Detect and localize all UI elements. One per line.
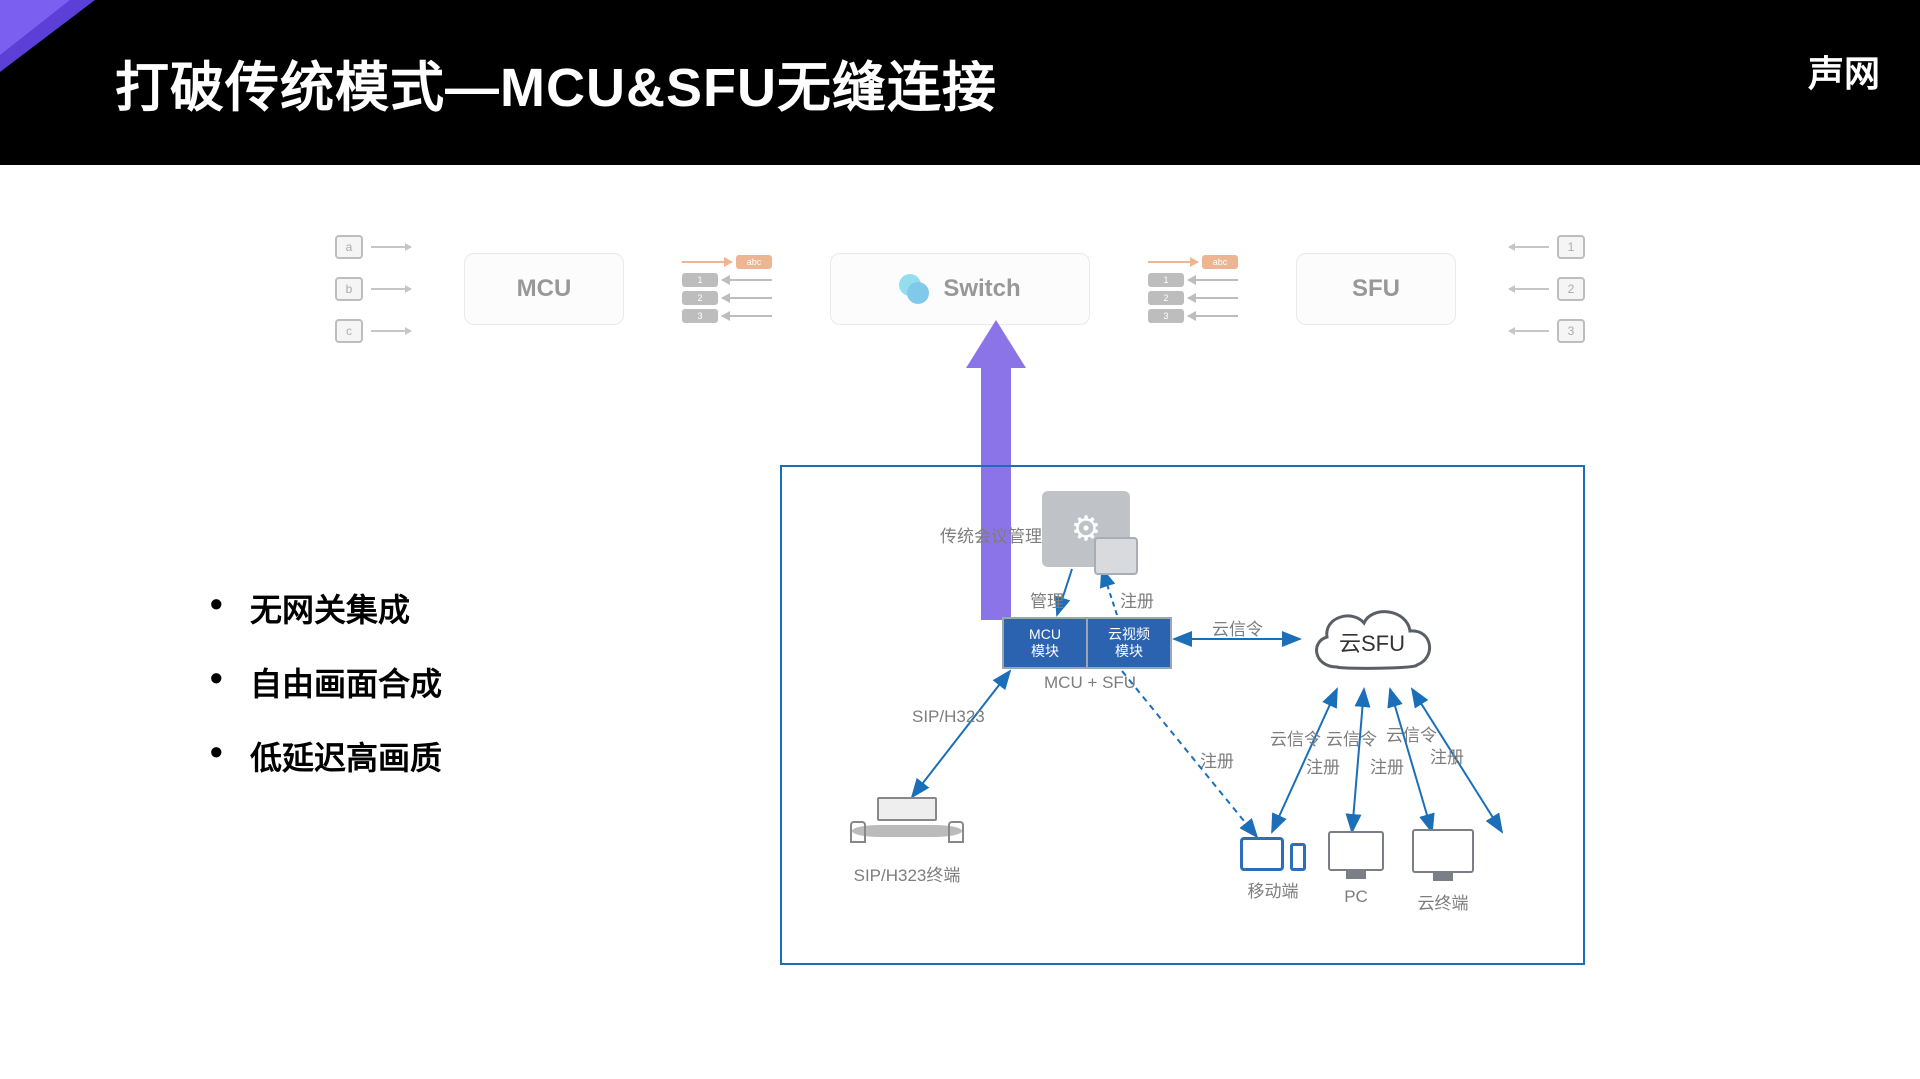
architecture-diagram: ⚙ 传统会议管理 管理 注册 MCU 模块 云视频 模块 MCU + SFU 云… bbox=[780, 465, 1585, 965]
header-bar: 打破传统模式—MCU&SFU无缝连接 声网 bbox=[0, 0, 1920, 165]
label-mcu-sfu: MCU + SFU bbox=[1044, 673, 1136, 693]
arrow-icon bbox=[1509, 288, 1549, 290]
bullet-item: 无网关集成 bbox=[210, 585, 442, 631]
label-manage: 管理 bbox=[1030, 587, 1064, 612]
endpoint-a: a bbox=[335, 235, 411, 259]
left-endpoints: a b c bbox=[335, 235, 411, 343]
mobile-icon bbox=[1240, 837, 1306, 871]
sfu-node: SFU bbox=[1296, 253, 1456, 325]
arrow-icon bbox=[371, 330, 411, 332]
monitor-icon: 1 bbox=[1557, 235, 1585, 259]
mcu-node: MCU bbox=[464, 253, 624, 325]
monitor-icon: c bbox=[335, 319, 363, 343]
label-register-5: 注册 bbox=[1430, 743, 1464, 768]
bullet-item: 自由画面合成 bbox=[210, 659, 442, 705]
sip-terminal: SIP/H323终端 bbox=[852, 797, 962, 886]
label-sip-terminal: SIP/H323终端 bbox=[854, 861, 961, 886]
slide-title: 打破传统模式—MCU&SFU无缝连接 bbox=[115, 43, 997, 122]
label-mgmt: 传统会议管理 bbox=[940, 522, 1042, 547]
video-module: 云视频 模块 bbox=[1086, 619, 1170, 667]
switch-icon bbox=[899, 274, 929, 304]
packet-flow-right: abc 1 2 3 bbox=[1143, 255, 1243, 323]
endpoint-2: 2 bbox=[1509, 277, 1585, 301]
endpoint-1: 1 bbox=[1509, 235, 1585, 259]
corner-decoration bbox=[0, 0, 95, 72]
arrow-icon bbox=[1509, 330, 1549, 332]
flow-diagram: a b c MCU abc 1 2 3 Switch ab bbox=[335, 235, 1585, 343]
node-label: MCU bbox=[517, 275, 572, 303]
brand-logo: 声网 bbox=[1808, 45, 1880, 97]
label-register-3: 注册 bbox=[1306, 753, 1340, 778]
monitor-icon: b bbox=[335, 277, 363, 301]
monitor-icon: 3 bbox=[1557, 319, 1585, 343]
label-register-2: 注册 bbox=[1200, 747, 1234, 772]
label-cloud-signal-2: 云信令 bbox=[1270, 725, 1321, 750]
mcu-module: MCU 模块 bbox=[1004, 619, 1086, 667]
mcu-sfu-module: MCU 模块 云视频 模块 bbox=[1002, 617, 1172, 669]
cloud-terminal-icon bbox=[1412, 829, 1474, 873]
label-cloud-terminal: 云终端 bbox=[1418, 889, 1469, 914]
arrow-icon bbox=[371, 288, 411, 290]
node-label: Switch bbox=[943, 275, 1020, 303]
bullet-item: 低延迟高画质 bbox=[210, 733, 442, 779]
pc-icon bbox=[1328, 831, 1384, 871]
pc-terminal: PC bbox=[1328, 831, 1384, 907]
label-cloud-signal-top: 云信令 bbox=[1212, 615, 1263, 640]
switch-node: Switch bbox=[830, 253, 1090, 325]
endpoint-c: c bbox=[335, 319, 411, 343]
label-sip: SIP/H323 bbox=[912, 707, 985, 727]
main-area: a b c MCU abc 1 2 3 Switch ab bbox=[0, 165, 1920, 1079]
label-mobile: 移动端 bbox=[1248, 877, 1299, 902]
monitor-icon: a bbox=[335, 235, 363, 259]
label-register-4: 注册 bbox=[1370, 753, 1404, 778]
endpoint-b: b bbox=[335, 277, 411, 301]
conference-room-icon bbox=[852, 797, 962, 855]
cloud-sfu-node: 云SFU bbox=[1302, 597, 1442, 687]
meeting-mgmt-icon: ⚙ bbox=[1042, 491, 1130, 567]
bullet-list: 无网关集成 自由画面合成 低延迟高画质 bbox=[210, 585, 442, 807]
label-pc: PC bbox=[1344, 887, 1368, 907]
cloud-sfu-label: 云SFU bbox=[1302, 597, 1442, 687]
cloud-terminal: 云终端 bbox=[1412, 829, 1474, 914]
label-cloud-signal-3: 云信令 bbox=[1326, 725, 1377, 750]
packet-flow-left: abc 1 2 3 bbox=[677, 255, 777, 323]
arrow-icon bbox=[1509, 246, 1549, 248]
mobile-terminal: 移动端 bbox=[1240, 837, 1306, 902]
label-register: 注册 bbox=[1120, 587, 1154, 612]
monitor-icon: 2 bbox=[1557, 277, 1585, 301]
arrow-icon bbox=[371, 246, 411, 248]
endpoint-3: 3 bbox=[1509, 319, 1585, 343]
right-endpoints: 1 2 3 bbox=[1509, 235, 1585, 343]
node-label: SFU bbox=[1352, 275, 1400, 303]
